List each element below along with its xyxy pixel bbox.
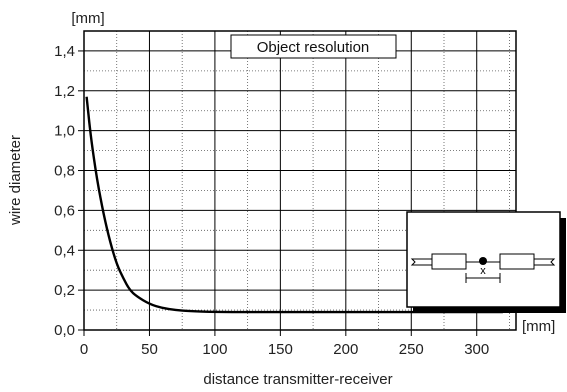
receiver-body (499, 253, 535, 270)
x-axis-title: distance transmitter-receiver (203, 371, 392, 388)
y-tick-label: 0,8 (54, 163, 75, 180)
y-tick-label: 0,2 (54, 282, 75, 299)
y-tick-label: 0,4 (54, 242, 75, 259)
x-tick-label: 100 (202, 341, 227, 358)
wire-dot-icon (479, 257, 487, 265)
x-tick-label: 250 (399, 341, 424, 358)
x-tick-label: 150 (268, 341, 293, 358)
y-tick-label: 1,2 (54, 83, 75, 100)
title-box (230, 34, 397, 59)
y-tick-label: 0,6 (54, 202, 75, 219)
receiver-shaft (533, 258, 556, 266)
transmitter-shaft (410, 258, 433, 266)
x-tick-label: 50 (141, 341, 158, 358)
x-tick-label: 200 (333, 341, 358, 358)
inset-x-label: x (480, 265, 486, 277)
series-layer (85, 96, 503, 314)
inset-schematic: x (406, 211, 566, 313)
plot-frame (83, 30, 517, 331)
y-axis-title: wire diameter (7, 135, 24, 226)
wire-diameter-curve (85, 96, 503, 314)
axis-ticks: 0 50 100 150 200 250 300 0,0 0,2 0,4 0,6 0,8 1,0 1,2 1… (54, 43, 489, 358)
transmitter-body (431, 253, 467, 270)
y-tick-label: 1,0 (54, 123, 75, 140)
y-tick-label: 1,4 (54, 43, 75, 60)
chart-title: Object resolution (257, 39, 370, 56)
x-unit-label: [mm] (522, 318, 555, 335)
y-unit-label: [mm] (71, 10, 104, 27)
x-tick-label: 300 (464, 341, 489, 358)
y-tick-label: 0,0 (54, 322, 75, 339)
x-tick-label: 0 (80, 341, 88, 358)
